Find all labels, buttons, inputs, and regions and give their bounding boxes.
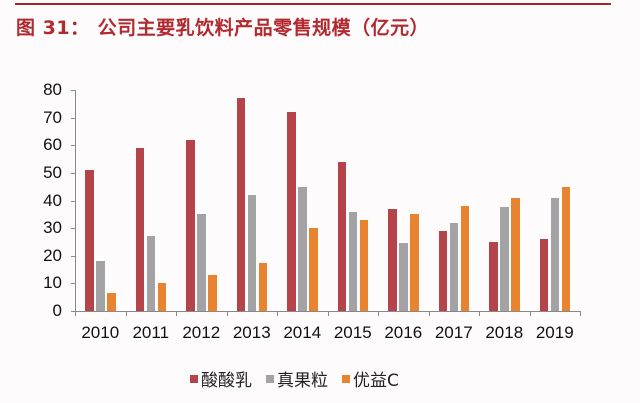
legend-swatch-icon bbox=[190, 374, 198, 383]
bar-2019-series-2 bbox=[550, 197, 559, 311]
bar-2014-series-2 bbox=[298, 186, 307, 311]
bar-2017-series-1 bbox=[438, 230, 447, 311]
bar-2013-series-3 bbox=[258, 262, 267, 311]
bar-2010-series-2 bbox=[96, 261, 105, 311]
y-tick bbox=[71, 90, 75, 91]
bar-2010-series-3 bbox=[107, 293, 116, 311]
bar-2013-series-2 bbox=[247, 194, 256, 311]
x-tick bbox=[277, 311, 278, 316]
bar-2016-series-3 bbox=[410, 214, 419, 311]
top-rule bbox=[15, 3, 611, 5]
bar-2014-series-3 bbox=[309, 228, 318, 311]
legend-swatch-icon bbox=[266, 374, 274, 383]
bar-2018-series-3 bbox=[511, 197, 520, 311]
y-tick-label: 60 bbox=[43, 135, 62, 155]
bar-2016-series-1 bbox=[388, 208, 397, 311]
y-tick bbox=[71, 283, 75, 285]
legend-label: 优益C bbox=[353, 371, 399, 391]
y-tick bbox=[71, 228, 75, 230]
x-tick bbox=[479, 311, 480, 316]
bar-2017-series-3 bbox=[460, 206, 469, 311]
legend-swatch-icon bbox=[342, 374, 350, 383]
bar-2014-series-1 bbox=[287, 112, 296, 311]
x-tick bbox=[125, 311, 127, 316]
y-tick-label: 0 bbox=[52, 301, 62, 320]
bar-2015-series-1 bbox=[337, 161, 346, 311]
x-tick-label: 2015 bbox=[333, 323, 372, 342]
bar-2018-series-1 bbox=[489, 241, 498, 311]
bar-2019-series-1 bbox=[539, 239, 548, 311]
x-tick bbox=[226, 311, 228, 316]
y-tick-label: 70 bbox=[43, 107, 62, 127]
x-tick-label: 2016 bbox=[384, 323, 423, 342]
x-tick-label: 2013 bbox=[232, 323, 271, 342]
y-tick-label: 80 bbox=[43, 80, 62, 99]
bar-2012-series-3 bbox=[208, 275, 217, 311]
bar-2011-series-1 bbox=[135, 148, 144, 311]
y-tick-label: 30 bbox=[43, 218, 62, 238]
y-tick-label: 10 bbox=[43, 273, 62, 293]
y-tick bbox=[71, 311, 75, 312]
x-tick bbox=[378, 311, 379, 316]
x-tick-label: 2010 bbox=[81, 323, 120, 342]
y-axis bbox=[75, 90, 76, 311]
legend-item: 优益C bbox=[342, 366, 399, 391]
bar-2011-series-3 bbox=[157, 283, 166, 311]
bar-2015-series-3 bbox=[359, 219, 368, 311]
y-tick-label: 50 bbox=[43, 162, 62, 182]
bar-2015-series-2 bbox=[348, 211, 357, 311]
bar-2017-series-2 bbox=[449, 222, 458, 311]
bar-2012-series-1 bbox=[186, 139, 195, 311]
chart-title: 图 31： 公司主要乳饮料产品零售规模（亿元） bbox=[16, 13, 429, 40]
legend-label: 酸酸乳 bbox=[201, 371, 252, 391]
x-tick-label: 2012 bbox=[182, 323, 221, 342]
legend-item: 真果粒 bbox=[266, 366, 328, 391]
bar-2013-series-1 bbox=[236, 98, 245, 311]
y-tick bbox=[71, 117, 75, 119]
x-tick-label: 2019 bbox=[535, 323, 574, 342]
x-tick-label: 2011 bbox=[132, 323, 170, 342]
x-tick-label: 2018 bbox=[485, 323, 524, 342]
x-tick-label: 2017 bbox=[434, 323, 473, 342]
x-tick-label: 2014 bbox=[283, 323, 322, 342]
y-tick bbox=[71, 255, 75, 257]
legend: 酸酸乳 真果粒 优益C bbox=[190, 366, 413, 391]
y-tick bbox=[71, 145, 75, 147]
x-tick bbox=[529, 311, 531, 316]
y-tick bbox=[71, 172, 75, 174]
bar-2018-series-2 bbox=[500, 207, 509, 311]
x-tick bbox=[428, 311, 430, 316]
bar-2019-series-3 bbox=[561, 186, 570, 311]
x-tick bbox=[176, 311, 177, 316]
x-tick bbox=[580, 311, 581, 316]
y-tick-label: 20 bbox=[43, 245, 62, 265]
bar-2012-series-2 bbox=[197, 214, 206, 311]
bar-2016-series-2 bbox=[399, 243, 408, 311]
y-tick-label: 40 bbox=[43, 190, 62, 210]
title-text: 公司主要乳饮料产品零售规模（亿元） bbox=[97, 17, 430, 39]
legend-label: 真果粒 bbox=[277, 371, 328, 391]
y-tick bbox=[71, 200, 75, 202]
x-tick bbox=[75, 311, 76, 316]
x-tick bbox=[327, 311, 329, 316]
bar-2011-series-2 bbox=[146, 236, 155, 311]
figure-label: 图 31： bbox=[16, 17, 90, 39]
legend-item: 酸酸乳 bbox=[190, 366, 252, 391]
bar-2010-series-1 bbox=[85, 170, 94, 311]
